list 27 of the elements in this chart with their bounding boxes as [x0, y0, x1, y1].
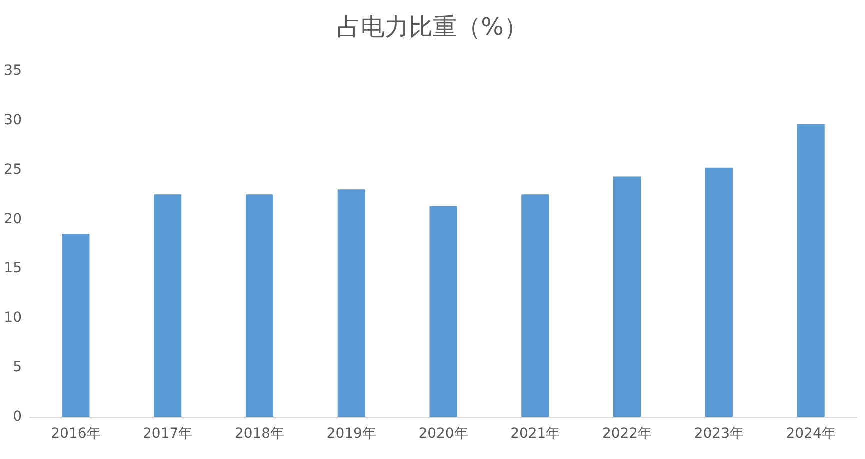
bar — [705, 168, 733, 417]
bar — [613, 176, 642, 417]
y-tick-label: 0 — [13, 409, 22, 425]
x-tick-label: 2024年 — [786, 426, 836, 442]
bar — [62, 234, 90, 417]
x-tick-label: 2019年 — [326, 426, 376, 442]
y-tick-label: 10 — [4, 310, 22, 326]
x-tick-label: 2022年 — [602, 426, 652, 442]
bar — [154, 194, 182, 417]
x-tick-label: 2021年 — [510, 426, 560, 442]
bar — [246, 194, 274, 417]
y-tick-label: 20 — [4, 211, 22, 228]
bar — [430, 206, 458, 417]
x-tick-label: 2023年 — [694, 426, 744, 442]
x-tick-label: 2020年 — [418, 426, 468, 442]
bar — [338, 190, 366, 417]
bar — [522, 194, 550, 417]
y-tick-label: 35 — [4, 63, 22, 79]
x-tick-label: 2016年 — [51, 426, 101, 442]
bar — [797, 124, 825, 417]
x-tick-label: 2017年 — [143, 426, 193, 442]
y-tick-label: 30 — [4, 112, 22, 128]
y-tick-label: 25 — [4, 162, 22, 178]
x-tick-label: 2018年 — [234, 426, 285, 442]
y-tick-label: 5 — [13, 360, 22, 376]
chart-title: 占电力比重（%） — [337, 13, 528, 41]
y-tick-label: 15 — [4, 260, 22, 277]
